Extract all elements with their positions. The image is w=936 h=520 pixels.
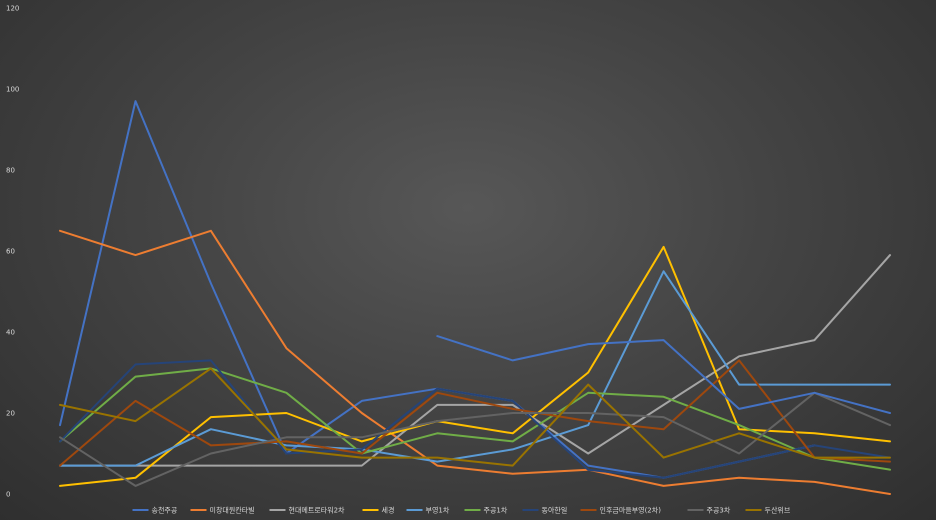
series-line (59, 229, 891, 495)
legend-label: 인후금마을부영(2차) (600, 506, 662, 515)
series-line (59, 391, 891, 487)
legend-label: 세경 (382, 506, 395, 515)
legend-label: 송천주공 (152, 506, 178, 515)
series-line (59, 359, 891, 479)
y-tick-label: 100 (6, 86, 19, 94)
y-tick-label: 40 (6, 329, 15, 337)
series-line (59, 254, 891, 467)
series-line (59, 270, 891, 467)
y-tick-label: 120 (6, 5, 19, 13)
series-line (59, 245, 891, 487)
legend-label: 현대메트로타워2차 (289, 506, 346, 515)
y-tick-label: 0 (6, 491, 10, 499)
y-tick-label: 80 (6, 167, 15, 175)
series-line (59, 359, 891, 467)
legend-label: 부영1차 (426, 506, 450, 515)
legend-label: 동아한일 (542, 506, 568, 515)
series-line (59, 367, 891, 471)
series-line (59, 367, 891, 467)
series-line (436, 335, 891, 414)
y-tick-label: 60 (6, 248, 15, 256)
y-tick-label: 20 (6, 410, 15, 418)
legend-label: 두산위브 (765, 506, 791, 515)
legend-label: 주공3차 (707, 506, 731, 515)
legend-label: 미창대원칸타빌 (210, 506, 255, 515)
legend-label: 주공1차 (484, 506, 508, 515)
